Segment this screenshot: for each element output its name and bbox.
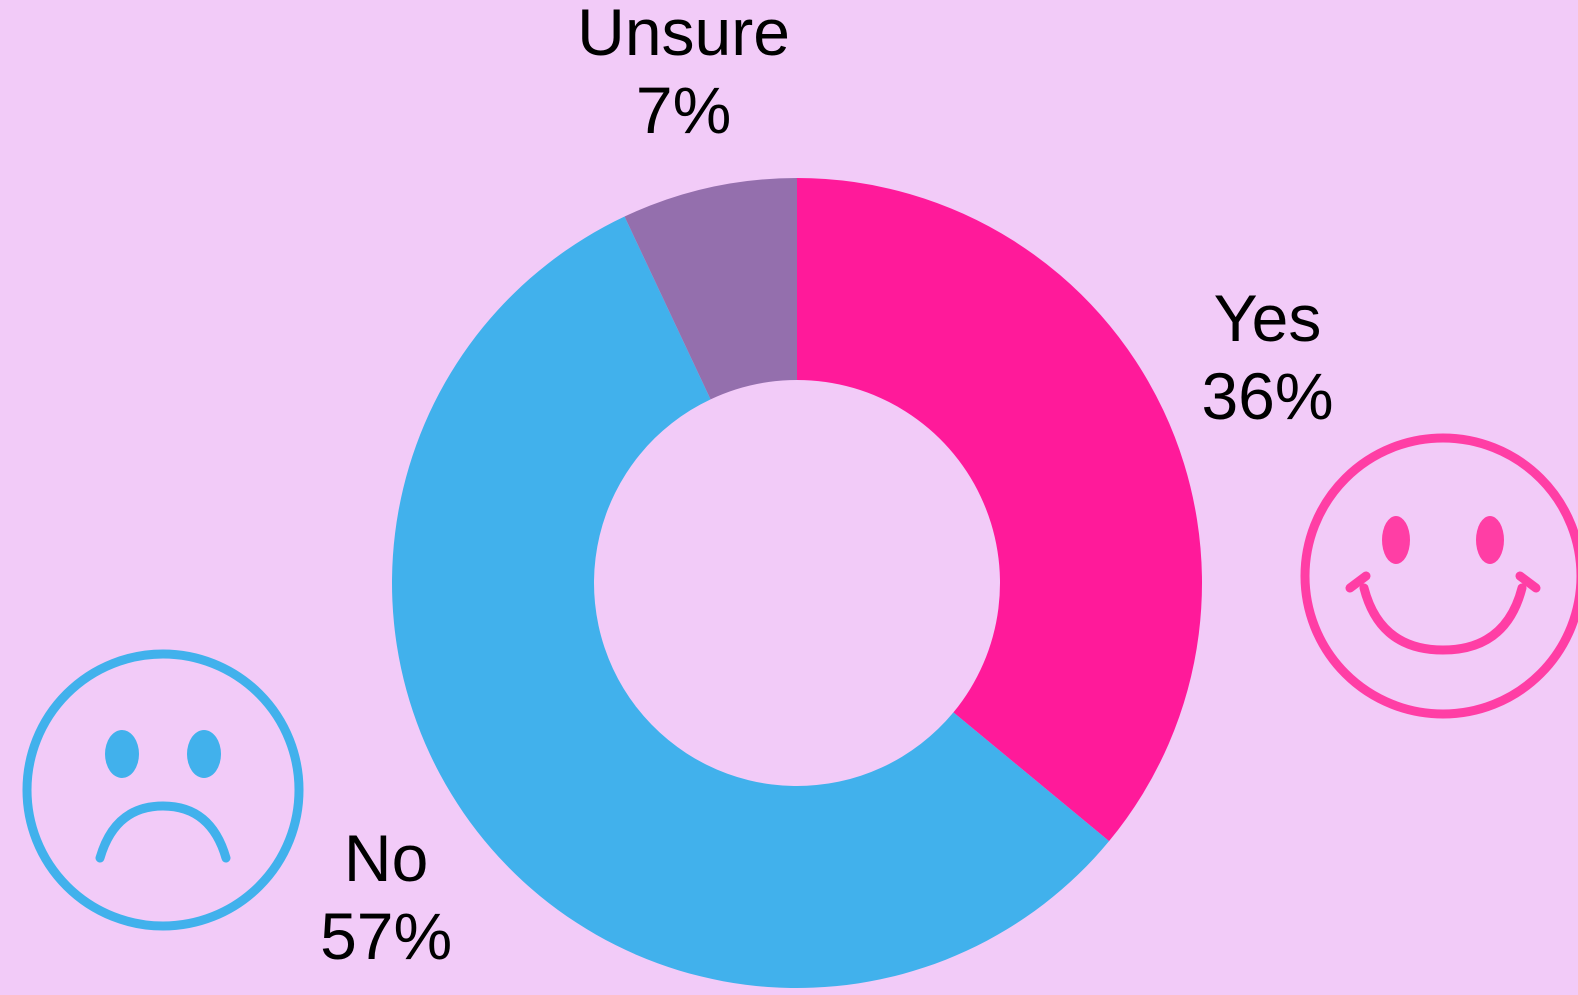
happy-face-smile: [1359, 583, 1527, 655]
happy-face-outline: [1300, 433, 1578, 719]
happy-face-eye: [1382, 516, 1410, 564]
happy-face-dimples: [1345, 571, 1541, 593]
slice-label: Yes: [1214, 281, 1322, 355]
sad-face: [22, 649, 304, 931]
sad-face-outline: [22, 649, 304, 931]
happy-face: [1300, 433, 1578, 719]
sad-face-eye: [105, 730, 139, 778]
sad-face-eye: [187, 730, 221, 778]
sad-face-frown: [95, 801, 231, 863]
slice-label: Unsure: [577, 0, 790, 69]
happy-face-eye: [1476, 516, 1504, 564]
slice-value-label: 57%: [320, 899, 452, 973]
slice-value-label: 7%: [636, 73, 731, 147]
donut-slice: [797, 178, 1202, 842]
slice-label: No: [344, 821, 428, 895]
donut-slice: [392, 216, 1110, 988]
slice-value-label: 36%: [1201, 359, 1333, 433]
donut-slice: [624, 178, 797, 400]
